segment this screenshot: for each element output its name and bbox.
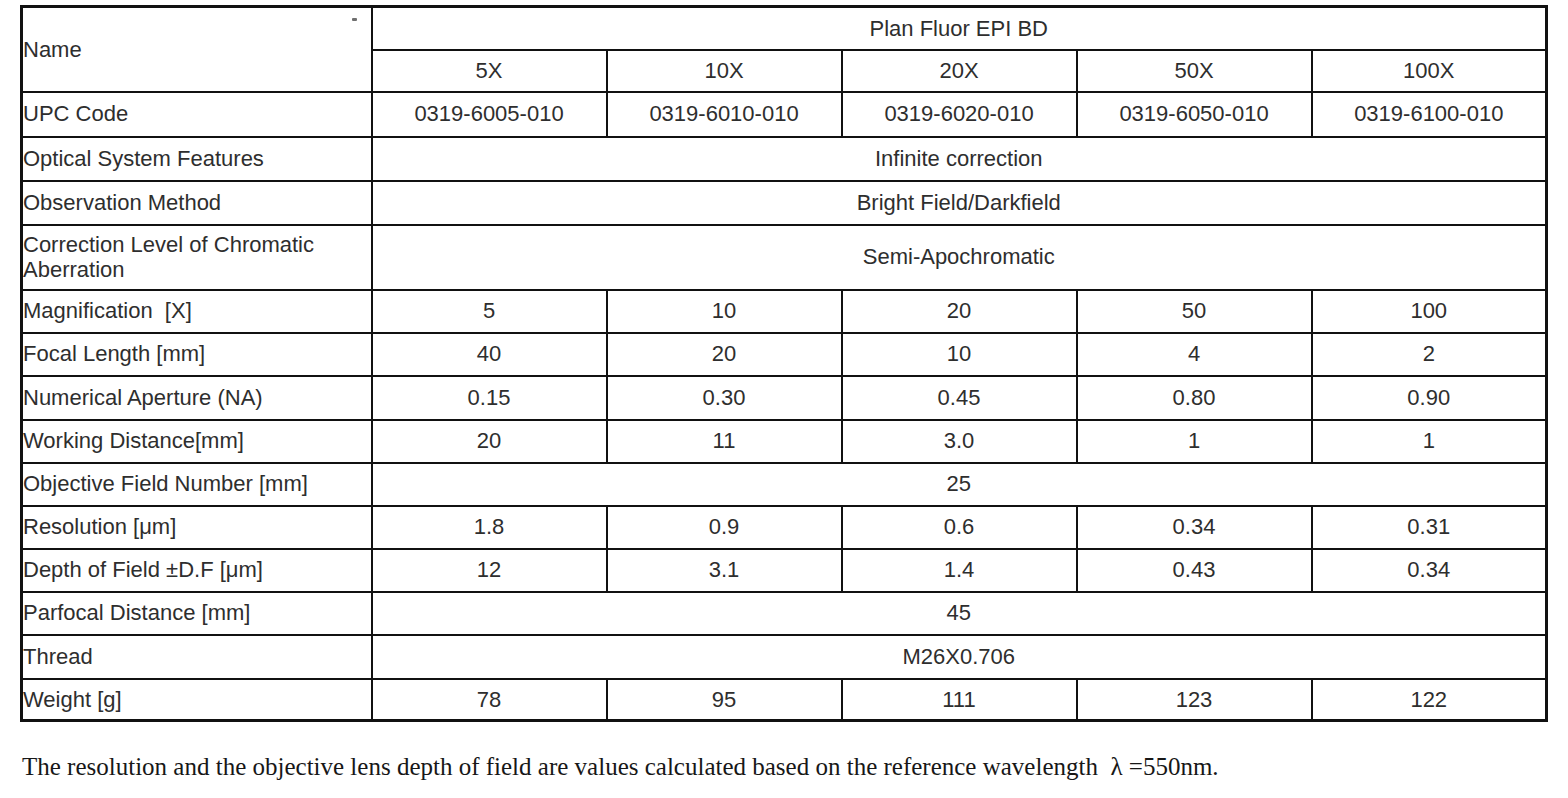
- cell-value: 4: [1077, 333, 1312, 376]
- table-row-depth-of-field: Depth of Field ±D.F [μm] 12 3.1 1.4 0.43…: [22, 549, 1547, 592]
- table-row-chromatic-aberration: Correction Level of Chromatic Aberration…: [22, 225, 1547, 290]
- row-label: Observation Method: [22, 181, 372, 225]
- cell-value: 1: [1077, 420, 1312, 463]
- column-header-100x: 100X: [1312, 50, 1547, 92]
- column-header-50x: 50X: [1077, 50, 1312, 92]
- row-label: Thread: [22, 635, 372, 679]
- row-label: Working Distance[mm]: [22, 420, 372, 463]
- merged-value: Semi-Apochromatic: [372, 225, 1547, 290]
- cell-value: 3.1: [607, 549, 842, 592]
- cell-value: 12: [372, 549, 607, 592]
- cell-value: 0.30: [607, 376, 842, 420]
- merged-value: M26X0.706: [372, 635, 1547, 679]
- row-label: Optical System Features: [22, 137, 372, 181]
- cell-value: 1: [1312, 420, 1547, 463]
- cell-value: 0.45: [842, 376, 1077, 420]
- cell-value: 0.80: [1077, 376, 1312, 420]
- cell-value: 0.43: [1077, 549, 1312, 592]
- table-row-title: Name Plan Fluor EPI BD: [22, 7, 1547, 50]
- table-row-thread: Thread M26X0.706: [22, 635, 1547, 679]
- table-row-resolution: Resolution [μm] 1.8 0.9 0.6 0.34 0.31: [22, 506, 1547, 549]
- upc-value: 0319-6005-010: [372, 92, 607, 137]
- row-label: Correction Level of Chromatic Aberration: [22, 225, 372, 290]
- cell-value: 0.34: [1077, 506, 1312, 549]
- cell-value: 0.34: [1312, 549, 1547, 592]
- table-row-observation-method: Observation Method Bright Field/Darkfiel…: [22, 181, 1547, 225]
- row-label: Magnification [X]: [22, 290, 372, 333]
- cell-value: 122: [1312, 679, 1547, 721]
- cell-value: 20: [607, 333, 842, 376]
- row-label: Focal Length [mm]: [22, 333, 372, 376]
- row-label: Weight [g]: [22, 679, 372, 721]
- table-row-magnification: Magnification [X] 5 10 20 50 100: [22, 290, 1547, 333]
- cell-value: 0.90: [1312, 376, 1547, 420]
- cell-value: 50: [1077, 290, 1312, 333]
- cell-value: 0.9: [607, 506, 842, 549]
- column-header-5x: 5X: [372, 50, 607, 92]
- merged-value: Infinite correction: [372, 137, 1547, 181]
- column-header-10x: 10X: [607, 50, 842, 92]
- upc-value: 0319-6100-010: [1312, 92, 1547, 137]
- cell-value: 100: [1312, 290, 1547, 333]
- cell-value: 123: [1077, 679, 1312, 721]
- name-header-cell: Name: [22, 7, 372, 92]
- row-label: Numerical Aperture (NA): [22, 376, 372, 420]
- scan-artifact-dot: [352, 18, 357, 21]
- merged-value: 45: [372, 592, 1547, 635]
- cell-value: 1.8: [372, 506, 607, 549]
- table-row-working-distance: Working Distance[mm] 20 11 3.0 1 1: [22, 420, 1547, 463]
- cell-value: 0.6: [842, 506, 1077, 549]
- cell-value: 95: [607, 679, 842, 721]
- row-label: UPC Code: [22, 92, 372, 137]
- cell-value: 5: [372, 290, 607, 333]
- cell-value: 10: [842, 333, 1077, 376]
- upc-value: 0319-6050-010: [1077, 92, 1312, 137]
- cell-value: 40: [372, 333, 607, 376]
- spec-sheet-page: Name Plan Fluor EPI BD 5X 10X 20X 50X 10…: [0, 0, 1568, 798]
- row-label: Resolution [μm]: [22, 506, 372, 549]
- cell-value: 1.4: [842, 549, 1077, 592]
- cell-value: 111: [842, 679, 1077, 721]
- table-row-optical-system-features: Optical System Features Infinite correct…: [22, 137, 1547, 181]
- cell-value: 2: [1312, 333, 1547, 376]
- cell-value: 10: [607, 290, 842, 333]
- series-title-cell: Plan Fluor EPI BD: [372, 7, 1547, 50]
- cell-value: 11: [607, 420, 842, 463]
- cell-value: 0.31: [1312, 506, 1547, 549]
- cell-value: 20: [372, 420, 607, 463]
- table-row-numerical-aperture: Numerical Aperture (NA) 0.15 0.30 0.45 0…: [22, 376, 1547, 420]
- cell-value: 3.0: [842, 420, 1077, 463]
- table-row-objective-field-number: Objective Field Number [mm] 25: [22, 463, 1547, 506]
- row-label: Depth of Field ±D.F [μm]: [22, 549, 372, 592]
- table-row-parfocal-distance: Parfocal Distance [mm] 45: [22, 592, 1547, 635]
- row-label: Objective Field Number [mm]: [22, 463, 372, 506]
- row-label: Parfocal Distance [mm]: [22, 592, 372, 635]
- cell-value: 78: [372, 679, 607, 721]
- cell-value: 20: [842, 290, 1077, 333]
- merged-value: 25: [372, 463, 1547, 506]
- upc-value: 0319-6020-010: [842, 92, 1077, 137]
- objective-spec-table: Name Plan Fluor EPI BD 5X 10X 20X 50X 10…: [20, 5, 1548, 722]
- upc-value: 0319-6010-010: [607, 92, 842, 137]
- column-header-20x: 20X: [842, 50, 1077, 92]
- footnote-text: The resolution and the objective lens de…: [22, 753, 1552, 781]
- table-row-upc-code: UPC Code 0319-6005-010 0319-6010-010 031…: [22, 92, 1547, 137]
- cell-value: 0.15: [372, 376, 607, 420]
- table-row-weight: Weight [g] 78 95 111 123 122: [22, 679, 1547, 721]
- merged-value: Bright Field/Darkfield: [372, 181, 1547, 225]
- table-row-focal-length: Focal Length [mm] 40 20 10 4 2: [22, 333, 1547, 376]
